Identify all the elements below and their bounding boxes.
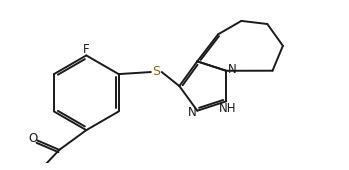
Text: N: N xyxy=(228,63,237,76)
Text: S: S xyxy=(152,65,160,78)
Text: F: F xyxy=(83,43,90,56)
Text: O: O xyxy=(28,132,37,146)
Text: N: N xyxy=(188,106,196,119)
Text: NH: NH xyxy=(219,101,237,115)
